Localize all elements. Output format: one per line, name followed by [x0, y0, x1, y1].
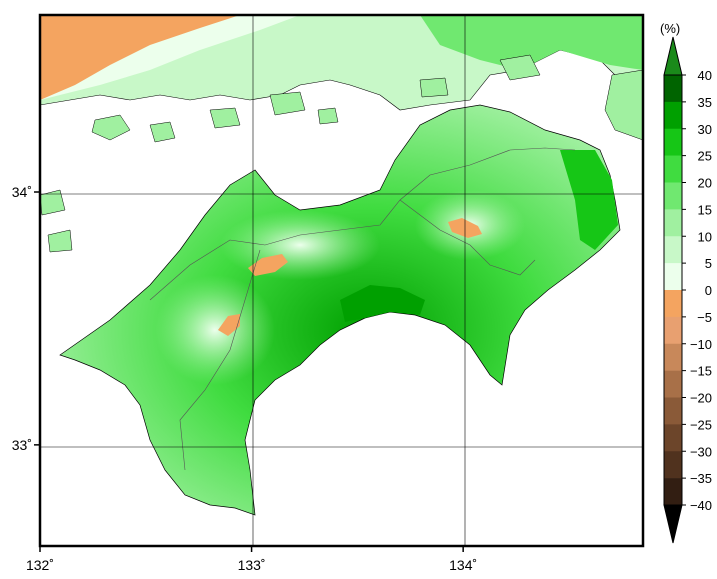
zone-negative-2 — [218, 314, 240, 336]
colorbar-swatch — [664, 155, 682, 183]
colorbar-label: −40 — [690, 498, 712, 513]
colorbar-label: 5 — [705, 256, 712, 271]
colorbar-low-arrow — [663, 504, 683, 544]
colorbar-label: 10 — [698, 229, 712, 244]
seto-islands — [40, 54, 643, 253]
x-axis: 132˚ 133˚ 134˚ — [26, 546, 477, 573]
colorbar-high-arrow — [663, 36, 683, 76]
colorbar-label: −35 — [690, 471, 712, 486]
map-frame — [38, 13, 645, 548]
y-tick-label: 34˚ — [12, 184, 32, 200]
colorbar-swatch — [664, 236, 682, 264]
colorbar-swatch — [664, 343, 682, 371]
colorbar-swatch — [664, 290, 682, 318]
colorbar-label: 35 — [698, 95, 712, 110]
colorbar-swatch — [664, 451, 682, 479]
colorbar-label: −15 — [690, 364, 712, 379]
colorbar-label: 15 — [698, 202, 712, 217]
colorbar-swatch — [664, 101, 682, 130]
colorbar-swatch — [664, 370, 682, 398]
colorbar-label: 20 — [698, 176, 712, 191]
map-area — [40, 15, 643, 546]
zone-pale-center — [220, 210, 380, 280]
colorbar-label: −10 — [690, 337, 712, 352]
colorbar-label: 40 — [698, 68, 712, 83]
colorbar-swatch — [664, 316, 682, 345]
zone-pale-west — [155, 275, 275, 385]
x-tick-label: 134˚ — [449, 557, 477, 573]
colorbar-label: −5 — [697, 310, 712, 325]
colorbar-label: 25 — [698, 149, 712, 164]
prefecture-borders — [149, 147, 576, 471]
y-tick-label: 33˚ — [12, 437, 32, 453]
colorbar-label: 30 — [698, 122, 712, 137]
colorbar-label: −25 — [690, 417, 712, 432]
colorbar-swatch — [664, 128, 682, 156]
land-chugoku-orange — [40, 15, 240, 100]
colorbar-swatch — [664, 397, 682, 425]
zone-strong-green-east — [560, 150, 618, 250]
colorbar-swatch — [664, 75, 682, 103]
zone-negative-1 — [248, 254, 288, 276]
colorbar-swatch — [664, 209, 682, 237]
colorbar-swatch — [664, 424, 682, 452]
colorbar: 40 35 30 25 20 15 10 5 0 −5 −10 −15 −20 −25 −30 −35 −40 — [663, 36, 712, 544]
graticule — [40, 15, 643, 546]
y-axis: 33˚ 34˚ — [12, 184, 40, 453]
x-tick-label: 133˚ — [238, 557, 266, 573]
colorbar-label: −20 — [690, 391, 712, 406]
colorbar-unit: (%) — [660, 21, 680, 36]
x-tick-label: 132˚ — [26, 557, 54, 573]
colorbar-swatch — [664, 263, 682, 291]
colorbar-label: 0 — [705, 283, 712, 298]
colorbar-swatch — [664, 478, 682, 506]
colorbar-swatch — [664, 182, 682, 210]
zone-strong-green — [340, 285, 425, 322]
land-chugoku-green — [420, 15, 643, 70]
colorbar-label: −30 — [690, 444, 712, 459]
